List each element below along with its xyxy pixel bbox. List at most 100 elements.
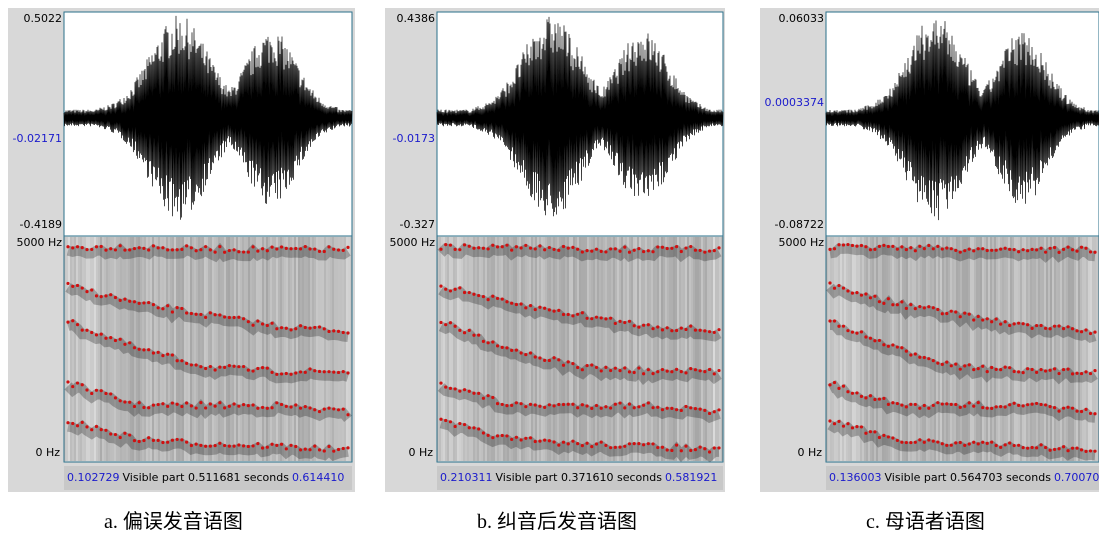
formant-dot xyxy=(633,249,636,252)
formant-dot xyxy=(900,346,903,349)
spectrogram-stripe xyxy=(946,237,948,461)
formant-dot xyxy=(1026,367,1029,370)
formant-dot xyxy=(1004,320,1007,323)
spectrogram-stripe xyxy=(1012,237,1014,461)
spectrogram-stripe xyxy=(164,237,166,461)
formant-dot xyxy=(887,435,890,438)
formant-dot xyxy=(1022,322,1025,325)
formant-dot xyxy=(609,369,612,372)
formant-dot xyxy=(214,405,217,408)
formant-dot xyxy=(1093,450,1096,453)
formant-dot xyxy=(999,446,1002,449)
formant-dot xyxy=(590,250,593,253)
formant-dot xyxy=(157,306,160,309)
formant-dot xyxy=(304,245,307,248)
formant-dot xyxy=(529,436,532,439)
formant-dot xyxy=(717,369,720,372)
formant-dot xyxy=(195,406,198,409)
spectrogram-stripe xyxy=(1096,237,1098,461)
formant-dot xyxy=(571,403,574,406)
spectrogram-stripe xyxy=(942,237,944,461)
formant-dot xyxy=(477,392,480,395)
spectrogram-stripe xyxy=(286,237,288,461)
formant-dot xyxy=(228,445,231,448)
formant-dot xyxy=(147,406,150,409)
formant-dot xyxy=(581,311,584,314)
formant-dot xyxy=(119,244,122,247)
formant-dot xyxy=(689,367,692,370)
formant-dot xyxy=(968,312,971,315)
formant-dot xyxy=(114,433,117,436)
formant-dot xyxy=(85,425,88,428)
spectrogram-stripe xyxy=(1024,237,1026,461)
formant-dot xyxy=(905,405,908,408)
formant-dot xyxy=(562,364,565,367)
formant-dot xyxy=(214,444,217,447)
formant-dot xyxy=(656,245,659,248)
formant-dot xyxy=(496,297,499,300)
spectrogram-stripe xyxy=(268,237,270,461)
spectrogram-stripe xyxy=(206,237,208,461)
spectrogram-stripe xyxy=(230,237,232,461)
formant-dot xyxy=(482,397,485,400)
spectrogram-stripe xyxy=(956,237,958,461)
formant-dot xyxy=(308,448,311,451)
formant-dot xyxy=(637,405,640,408)
formant-dot xyxy=(275,327,278,330)
formant-dot xyxy=(896,303,899,306)
spectrogram-stripe xyxy=(338,237,340,461)
spectrogram-stripe xyxy=(298,237,300,461)
formant-dot xyxy=(869,394,872,397)
amplitude-min: -0.08722 xyxy=(762,218,824,231)
formant-dot xyxy=(152,439,155,442)
formant-dot xyxy=(482,431,485,434)
formant-dot xyxy=(1080,448,1083,451)
formant-dot xyxy=(713,249,716,252)
formant-dot xyxy=(846,422,849,425)
spectrogram-stripe xyxy=(553,237,555,461)
formant-dot xyxy=(104,392,107,395)
formant-dot xyxy=(304,448,307,451)
formant-dot xyxy=(878,397,881,400)
formant-dot xyxy=(1004,366,1007,369)
formant-dot xyxy=(266,324,269,327)
spectrogram-stripe xyxy=(282,237,284,461)
spectrogram-stripe xyxy=(264,237,266,461)
spectrogram-stripe xyxy=(1072,237,1074,461)
formant-dot xyxy=(171,401,174,404)
formant-dot xyxy=(557,444,560,447)
formant-dot xyxy=(666,247,669,250)
spectrogram-stripe xyxy=(643,237,645,461)
spectrogram-stripe xyxy=(300,237,302,461)
spectrogram-stripe xyxy=(156,237,158,461)
spectrogram-stripe xyxy=(216,237,218,461)
formant-dot xyxy=(308,406,311,409)
formant-dot xyxy=(675,444,678,447)
formant-dot xyxy=(552,310,555,313)
spectrogram-stripe xyxy=(314,237,316,461)
formant-dot xyxy=(81,421,84,424)
formant-dot xyxy=(945,361,948,364)
spectrogram-stripe xyxy=(316,237,318,461)
spectrogram-stripe xyxy=(1060,237,1062,461)
formant-dot xyxy=(628,403,631,406)
formant-dot xyxy=(666,407,669,410)
spectrogram-stripe xyxy=(158,237,160,461)
formant-dot xyxy=(972,405,975,408)
formant-dot xyxy=(266,367,269,370)
formant-dot xyxy=(977,442,980,445)
formant-dot xyxy=(1066,406,1069,409)
formant-dot xyxy=(313,326,316,329)
spectrogram-stripe xyxy=(940,237,942,461)
formant-dot xyxy=(228,405,231,408)
formant-dot xyxy=(1075,329,1078,332)
formant-dot xyxy=(941,247,944,250)
formant-dot xyxy=(161,441,164,444)
formant-dot xyxy=(529,304,532,307)
formant-dot xyxy=(133,405,136,408)
formant-dot xyxy=(327,245,330,248)
formant-dot xyxy=(266,446,269,449)
formant-dot xyxy=(133,346,136,349)
spectrogram-stripe xyxy=(954,237,956,461)
formant-dot xyxy=(123,432,126,435)
